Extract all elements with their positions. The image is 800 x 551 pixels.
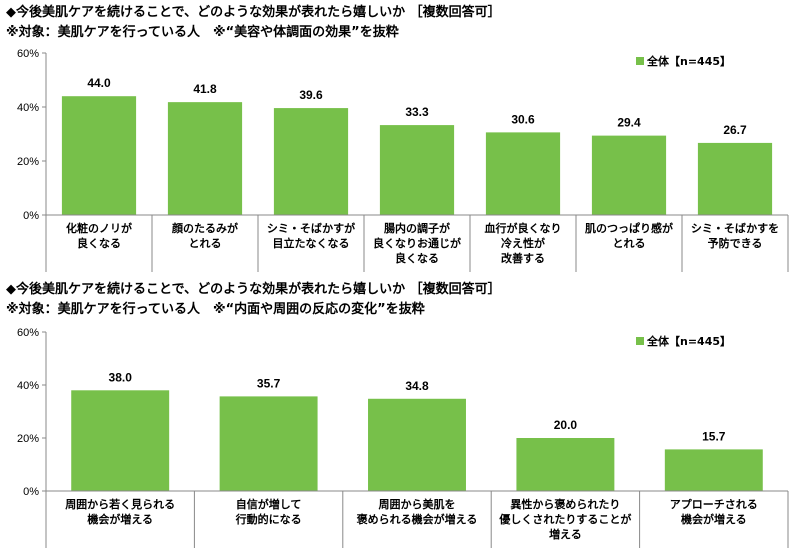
y-tick-label: 20% [17,433,39,445]
data-label: 20.0 [554,418,578,432]
bar [664,449,763,491]
bar [591,135,667,215]
category-label: 腸内の調子が良くなりお通じが良くなる [373,221,461,265]
data-label: 44.0 [87,76,111,90]
legend-label: 全体【n=445】 [646,54,731,68]
category-label: シミ・そばかすが目立たなくなる [267,221,355,250]
bar [485,132,561,215]
bar [379,125,455,215]
bar [273,108,349,215]
category-label: 化粧のノリが良くなる [66,221,132,250]
chart-1: 0% 20% 40% 60% 44.0 41.8 39.6 33.3 30.6 29.4 26.7 化… [17,48,789,272]
bar [368,398,466,491]
bar [71,390,170,491]
chart-2-subtitle: ※対象：美肌ケアを行っている人 ※“内面や周囲の反応の変化”を抜粋 [6,302,425,317]
category-label: 血行が良くなり冷え性が改善する [485,221,562,265]
bar [167,102,243,215]
bar [61,96,137,215]
data-label: 38.0 [109,370,133,384]
category-label: 周囲から若く見られる機会が増える [65,497,175,526]
category-label: 肌のつっぱり感がとれる [584,221,673,250]
data-label: 26.7 [723,123,747,137]
bar [697,142,773,215]
category-label: 周囲から美肌を褒められる機会が増える [356,497,478,526]
legend-swatch [636,57,644,65]
y-tick-label: 40% [17,380,39,392]
y-tick-label: 0% [23,486,39,498]
y-tick-label: 60% [17,48,39,60]
y-tick-label: 40% [17,102,39,114]
data-label: 30.6 [511,112,535,126]
data-label: 35.7 [257,376,281,390]
data-label: 33.3 [405,105,429,119]
data-label: 29.4 [617,116,641,130]
category-label: シミ・そばかすを予防できる [691,221,779,250]
data-label: 34.8 [405,379,429,393]
data-label: 39.6 [299,88,323,102]
chart-1-title: ◆今後美肌ケアを続けることで、どのような効果が表れたら嬉しいか ［複数回答可］ [6,5,501,20]
chart-2-title: ◆今後美肌ケアを続けることで、どのような効果が表れたら嬉しいか ［複数回答可］ [6,282,501,297]
chart-1-subtitle: ※対象：美肌ケアを行っている人 ※“美容や体調面の効果”を抜粋 [6,25,399,40]
data-label: 15.7 [702,429,726,443]
y-tick-label: 20% [17,156,39,168]
y-tick-label: 0% [23,210,39,222]
bar [516,438,615,491]
y-tick-label: 60% [17,327,39,339]
category-label: 顔のたるみがとれる [171,221,238,250]
bar [219,396,318,491]
category-label: 異性から褒められたり優しくされたりすることが増える [498,497,631,541]
category-label: アプローチされる機会が増える [670,497,758,526]
legend-label: 全体【n=445】 [646,334,731,348]
data-label: 41.8 [193,82,217,96]
legend-swatch [636,337,644,345]
category-label: 自信が増して行動的になる [235,497,302,526]
